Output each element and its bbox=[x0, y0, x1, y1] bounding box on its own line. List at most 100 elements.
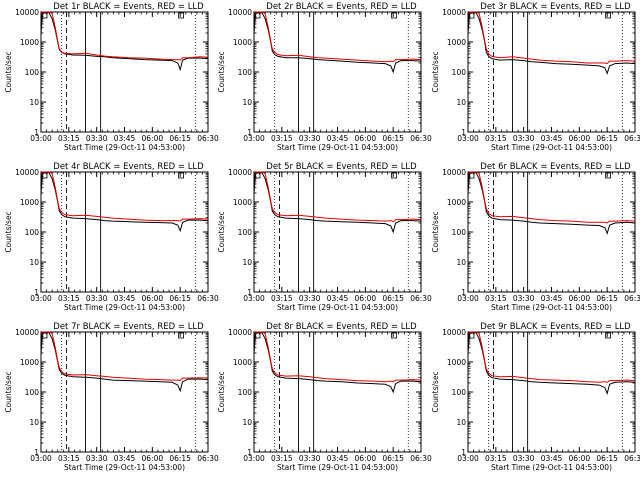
plot-frame bbox=[253, 11, 422, 133]
y-axis-label: Counts/sec bbox=[4, 51, 13, 92]
lld-series-line bbox=[467, 11, 636, 65]
x-tick-label: 06:15 bbox=[169, 454, 191, 463]
x-tick-label: 03:00 bbox=[30, 134, 52, 143]
panel-title: Det 4r BLACK = Events, RED = LLD bbox=[53, 162, 204, 172]
lld-series-line bbox=[253, 171, 422, 223]
det-5-panel: Det 5r BLACK = Events, RED = LLD 1 10 100 10… bbox=[217, 162, 432, 312]
y-axis-label: Counts/sec bbox=[217, 371, 226, 412]
lld-series-line bbox=[40, 331, 209, 382]
x-tick-label: 03:00 bbox=[243, 134, 265, 143]
y-tick-label: 1 bbox=[34, 288, 39, 297]
y-tick-label: 1000 bbox=[447, 358, 466, 367]
det-1-panel: Det 1r BLACK = Events, RED = LLD 1 10 100 10… bbox=[4, 2, 219, 152]
x-tick-label: 03:00 bbox=[243, 294, 265, 303]
y-axis-label: Counts/sec bbox=[431, 211, 440, 252]
x-tick-label: 03:15 bbox=[485, 134, 507, 143]
x-tick-label: 06:00 bbox=[355, 294, 377, 303]
y-tick-label: 1000 bbox=[233, 358, 252, 367]
det-4-panel: Det 4r BLACK = Events, RED = LLD 1 10 100 10… bbox=[4, 162, 219, 312]
x-tick-label: 03:15 bbox=[58, 454, 80, 463]
y-tick-label: 1000 bbox=[233, 38, 252, 47]
x-tick-label: 06:15 bbox=[382, 294, 404, 303]
corner-marker-right bbox=[178, 332, 184, 339]
x-tick-label: 03:30 bbox=[513, 454, 535, 463]
panel-title: Det 1r BLACK = Events, RED = LLD bbox=[53, 2, 204, 12]
x-tick-label: 03:30 bbox=[513, 294, 535, 303]
x-tick-label: 06:30 bbox=[624, 134, 640, 143]
y-tick-label: 10000 bbox=[228, 8, 252, 17]
y-tick-label: 1 bbox=[461, 288, 466, 297]
x-tick-label: 03:30 bbox=[86, 134, 108, 143]
x-tick-label: 03:15 bbox=[485, 454, 507, 463]
y-axis-label: Counts/sec bbox=[431, 51, 440, 92]
x-tick-label: 06:00 bbox=[142, 454, 164, 463]
x-tick-label: 06:00 bbox=[569, 454, 591, 463]
x-axis-label: Start Time (29-Oct-11 04:53:00) bbox=[64, 463, 185, 472]
corner-marker-right bbox=[178, 12, 184, 19]
lld-series-line bbox=[253, 11, 422, 63]
y-tick-label: 1000 bbox=[233, 198, 252, 207]
x-tick-label: 06:15 bbox=[596, 134, 618, 143]
x-tick-label: 06:00 bbox=[355, 134, 377, 143]
panel-title: Det 3r BLACK = Events, RED = LLD bbox=[480, 2, 631, 12]
x-tick-label: 06:00 bbox=[142, 294, 164, 303]
y-tick-label: 10 bbox=[242, 418, 252, 427]
y-tick-label: 100 bbox=[25, 388, 40, 397]
y-tick-label: 1 bbox=[34, 128, 39, 137]
y-tick-label: 10000 bbox=[228, 328, 252, 337]
y-tick-label: 1000 bbox=[447, 198, 466, 207]
lld-series-line bbox=[467, 331, 636, 383]
det-7-panel: Det 7r BLACK = Events, RED = LLD 1 10 100 10… bbox=[4, 322, 219, 472]
events-series-line bbox=[467, 332, 636, 395]
events-series-line bbox=[253, 12, 422, 74]
x-tick-label: 06:30 bbox=[197, 294, 219, 303]
y-tick-label: 1000 bbox=[20, 38, 39, 47]
panel-title: Det 6r BLACK = Events, RED = LLD bbox=[480, 162, 631, 172]
corner-marker-right bbox=[391, 332, 397, 339]
x-axis-label: Start Time (29-Oct-11 04:53:00) bbox=[491, 463, 612, 472]
y-tick-label: 100 bbox=[238, 388, 253, 397]
y-tick-label: 10000 bbox=[15, 328, 39, 337]
x-tick-label: 03:15 bbox=[271, 454, 293, 463]
x-tick-label: 03:30 bbox=[86, 294, 108, 303]
events-series-line bbox=[40, 12, 209, 72]
lld-series-line bbox=[467, 171, 636, 224]
y-tick-label: 10000 bbox=[442, 168, 466, 177]
y-tick-label: 10 bbox=[29, 418, 39, 427]
x-tick-label: 03:45 bbox=[327, 134, 349, 143]
x-tick-label: 03:00 bbox=[30, 454, 52, 463]
y-axis-label: Counts/sec bbox=[4, 371, 13, 412]
x-tick-label: 06:30 bbox=[624, 454, 640, 463]
x-tick-label: 06:30 bbox=[624, 294, 640, 303]
x-tick-label: 03:45 bbox=[541, 454, 563, 463]
y-tick-label: 10 bbox=[242, 258, 252, 267]
x-tick-label: 03:00 bbox=[30, 294, 52, 303]
lld-series-line bbox=[40, 171, 209, 222]
panel-title: Det 9r BLACK = Events, RED = LLD bbox=[480, 322, 631, 332]
x-axis-label: Start Time (29-Oct-11 04:53:00) bbox=[277, 463, 398, 472]
y-tick-label: 100 bbox=[25, 228, 40, 237]
x-tick-label: 03:45 bbox=[541, 294, 563, 303]
corner-marker-right bbox=[605, 12, 611, 19]
panel-title: Det 2r BLACK = Events, RED = LLD bbox=[266, 2, 417, 12]
y-tick-label: 1000 bbox=[447, 38, 466, 47]
y-tick-label: 10 bbox=[456, 98, 466, 107]
y-tick-label: 1000 bbox=[20, 358, 39, 367]
y-tick-label: 1 bbox=[247, 288, 252, 297]
x-tick-label: 03:15 bbox=[271, 294, 293, 303]
x-tick-label: 06:30 bbox=[410, 134, 432, 143]
y-tick-label: 10000 bbox=[15, 168, 39, 177]
x-axis-label: Start Time (29-Oct-11 04:53:00) bbox=[491, 143, 612, 152]
x-tick-label: 03:45 bbox=[114, 454, 136, 463]
y-tick-label: 1000 bbox=[20, 198, 39, 207]
x-axis-label: Start Time (29-Oct-11 04:53:00) bbox=[64, 143, 185, 152]
y-tick-label: 100 bbox=[452, 388, 467, 397]
x-tick-label: 06:00 bbox=[569, 294, 591, 303]
x-tick-label: 03:45 bbox=[541, 134, 563, 143]
det-3-panel: Det 3r BLACK = Events, RED = LLD 1 10 100 10… bbox=[431, 2, 640, 152]
x-tick-label: 06:00 bbox=[355, 454, 377, 463]
y-tick-label: 10000 bbox=[228, 168, 252, 177]
det-6-panel: Det 6r BLACK = Events, RED = LLD 1 10 100 10… bbox=[431, 162, 640, 312]
x-tick-label: 06:30 bbox=[410, 294, 432, 303]
events-series-line bbox=[40, 332, 209, 393]
